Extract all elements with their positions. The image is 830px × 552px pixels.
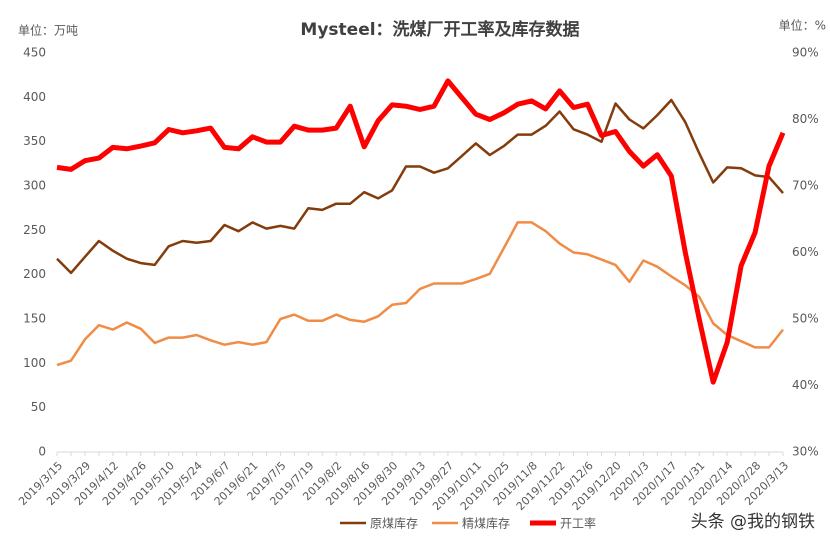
- y2-tick-label: 80%: [792, 112, 819, 126]
- series-line: [56, 98, 784, 275]
- y-tick-label: 250: [23, 223, 46, 237]
- watermark: 头条 @我的钢铁: [691, 512, 815, 532]
- legend-label: 开工率: [560, 516, 596, 531]
- y-tick-label: 300: [23, 179, 46, 193]
- y-tick-label: 100: [23, 356, 46, 370]
- y2-tick-label: 40%: [792, 378, 819, 392]
- y2-axis-label: 单位：%: [779, 18, 826, 33]
- y-tick-label: 350: [23, 134, 46, 148]
- y-axis-label: 单位：万吨: [18, 23, 78, 38]
- y-tick-label: 450: [23, 46, 46, 60]
- y-tick-label: 400: [23, 90, 46, 104]
- y2-tick-label: 90%: [792, 46, 819, 60]
- legend-label: 精煤库存: [462, 516, 510, 531]
- legend-label: 原煤库存: [370, 516, 418, 531]
- y-tick-label: 0: [38, 445, 46, 459]
- y2-tick-label: 30%: [792, 445, 819, 459]
- y-tick-label: 150: [23, 312, 46, 326]
- y-tick-label: 50: [31, 400, 46, 414]
- chart-title: Mysteel：洗煤厂开工率及库存数据: [300, 19, 579, 40]
- series-line: [56, 221, 784, 367]
- y2-tick-label: 50%: [792, 312, 819, 326]
- y2-tick-label: 70%: [792, 179, 819, 193]
- y-tick-label: 200: [23, 267, 46, 281]
- series-line: [56, 78, 786, 385]
- y2-tick-label: 60%: [792, 245, 819, 259]
